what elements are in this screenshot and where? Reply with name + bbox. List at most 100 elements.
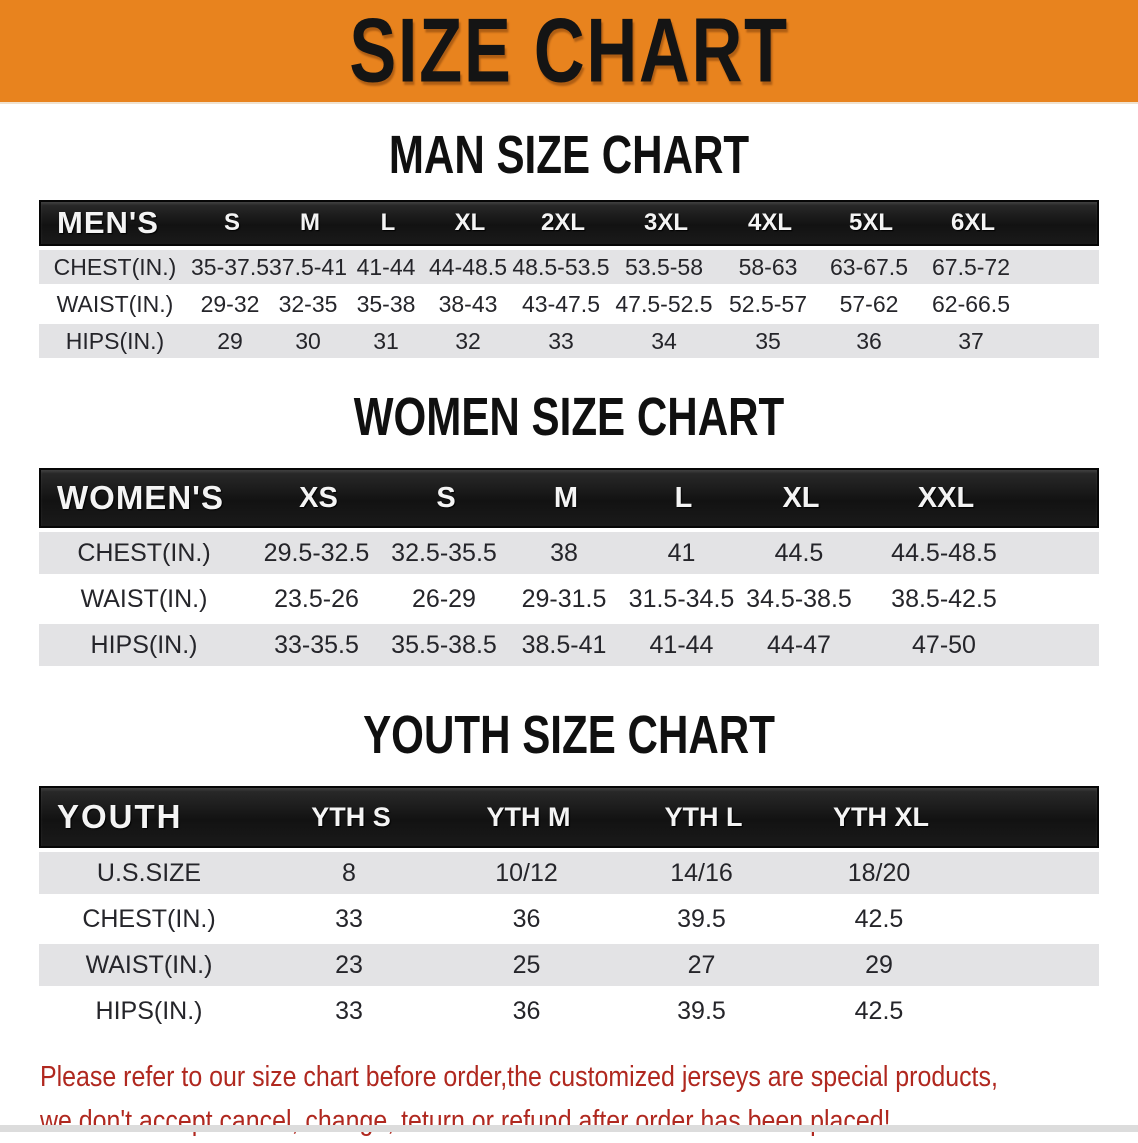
column-header: XXL bbox=[861, 482, 1031, 515]
row-label: HIPS(IN.) bbox=[39, 328, 191, 355]
size-value: 29-31.5 bbox=[504, 585, 624, 614]
size-value: 39.5 bbox=[614, 997, 789, 1026]
column-header: L bbox=[349, 209, 427, 237]
size-value: 63-67.5 bbox=[819, 254, 919, 281]
size-value: 35-38 bbox=[347, 291, 425, 318]
size-value: 36 bbox=[439, 905, 614, 934]
size-value: 10/12 bbox=[439, 859, 614, 888]
size-value: 38.5-41 bbox=[504, 631, 624, 660]
size-value: 44-48.5 bbox=[425, 254, 511, 281]
size-value: 33 bbox=[511, 328, 611, 355]
size-value: 38-43 bbox=[425, 291, 511, 318]
banner-title: SIZE CHART bbox=[349, 5, 789, 96]
men-chart-title-text: MAN SIZE CHART bbox=[389, 128, 749, 182]
column-header: 3XL bbox=[613, 209, 719, 237]
size-value: 47-50 bbox=[859, 631, 1029, 660]
size-value: 36 bbox=[439, 997, 614, 1026]
size-value: 37 bbox=[919, 328, 1023, 355]
size-value: 52.5-57 bbox=[717, 291, 819, 318]
column-header: XS bbox=[251, 482, 386, 515]
size-value: 33-35.5 bbox=[249, 631, 384, 660]
size-value: 27 bbox=[614, 951, 789, 980]
row-label: U.S.SIZE bbox=[39, 859, 259, 888]
size-value: 34 bbox=[611, 328, 717, 355]
column-header: S bbox=[386, 482, 506, 515]
notice-line-1: Please refer to our size chart before or… bbox=[40, 1056, 1138, 1100]
size-value: 32 bbox=[425, 328, 511, 355]
size-value: 47.5-52.5 bbox=[611, 291, 717, 318]
bottom-edge-strip bbox=[0, 1125, 1138, 1132]
size-value: 44-47 bbox=[739, 631, 859, 660]
size-value: 58-63 bbox=[717, 254, 819, 281]
size-value: 29-32 bbox=[191, 291, 269, 318]
row-label: HIPS(IN.) bbox=[39, 997, 259, 1026]
column-header: S bbox=[193, 209, 271, 237]
size-value: 26-29 bbox=[384, 585, 504, 614]
notice-line-1-text: Please refer to our size chart before or… bbox=[40, 1056, 998, 1100]
row-label: CHEST(IN.) bbox=[39, 539, 249, 568]
column-header: XL bbox=[427, 209, 513, 237]
notice-line-2-text: we don't accept cancel, change, teturn o… bbox=[40, 1100, 890, 1143]
size-value: 32-35 bbox=[269, 291, 347, 318]
size-value: 35.5-38.5 bbox=[384, 631, 504, 660]
size-value: 31.5-34.5 bbox=[624, 585, 739, 614]
size-value: 35-37.5 bbox=[191, 254, 269, 281]
size-value: 29 bbox=[191, 328, 269, 355]
size-value: 42.5 bbox=[789, 905, 969, 934]
size-value: 37.5-41 bbox=[269, 254, 347, 281]
size-value: 34.5-38.5 bbox=[739, 585, 859, 614]
table-corner-label: YOUTH bbox=[41, 798, 261, 836]
women-chart-title-text: WOMEN SIZE CHART bbox=[354, 390, 785, 444]
row-label: WAIST(IN.) bbox=[39, 291, 191, 318]
size-value: 36 bbox=[819, 328, 919, 355]
size-value: 29.5-32.5 bbox=[249, 539, 384, 568]
women-chart-title: WOMEN SIZE CHART bbox=[0, 390, 1138, 444]
men-chart-title: MAN SIZE CHART bbox=[0, 128, 1138, 182]
size-value: 42.5 bbox=[789, 997, 969, 1026]
size-value: 31 bbox=[347, 328, 425, 355]
size-value: 30 bbox=[269, 328, 347, 355]
size-value: 18/20 bbox=[789, 859, 969, 888]
banner: SIZE CHART bbox=[0, 0, 1138, 104]
size-value: 53.5-58 bbox=[611, 254, 717, 281]
column-header: M bbox=[271, 209, 349, 237]
column-header: XL bbox=[741, 482, 861, 515]
column-header: YTH M bbox=[441, 802, 616, 833]
size-value: 23.5-26 bbox=[249, 585, 384, 614]
size-value: 67.5-72 bbox=[919, 254, 1023, 281]
row-label: CHEST(IN.) bbox=[39, 254, 191, 281]
size-value: 39.5 bbox=[614, 905, 789, 934]
column-header: M bbox=[506, 482, 626, 515]
size-value: 32.5-35.5 bbox=[384, 539, 504, 568]
size-value: 43-47.5 bbox=[511, 291, 611, 318]
column-header: 6XL bbox=[921, 209, 1025, 237]
row-label: CHEST(IN.) bbox=[39, 905, 259, 934]
column-header: YTH XL bbox=[791, 802, 971, 833]
size-value: 48.5-53.5 bbox=[511, 254, 611, 281]
size-value: 62-66.5 bbox=[919, 291, 1023, 318]
column-header: 2XL bbox=[513, 209, 613, 237]
column-header: YTH L bbox=[616, 802, 791, 833]
size-value: 41-44 bbox=[347, 254, 425, 281]
column-header: 5XL bbox=[821, 209, 921, 237]
column-header: L bbox=[626, 482, 741, 515]
size-value: 8 bbox=[259, 859, 439, 888]
size-value: 23 bbox=[259, 951, 439, 980]
table-corner-label: MEN'S bbox=[41, 205, 193, 241]
size-value: 41-44 bbox=[624, 631, 739, 660]
